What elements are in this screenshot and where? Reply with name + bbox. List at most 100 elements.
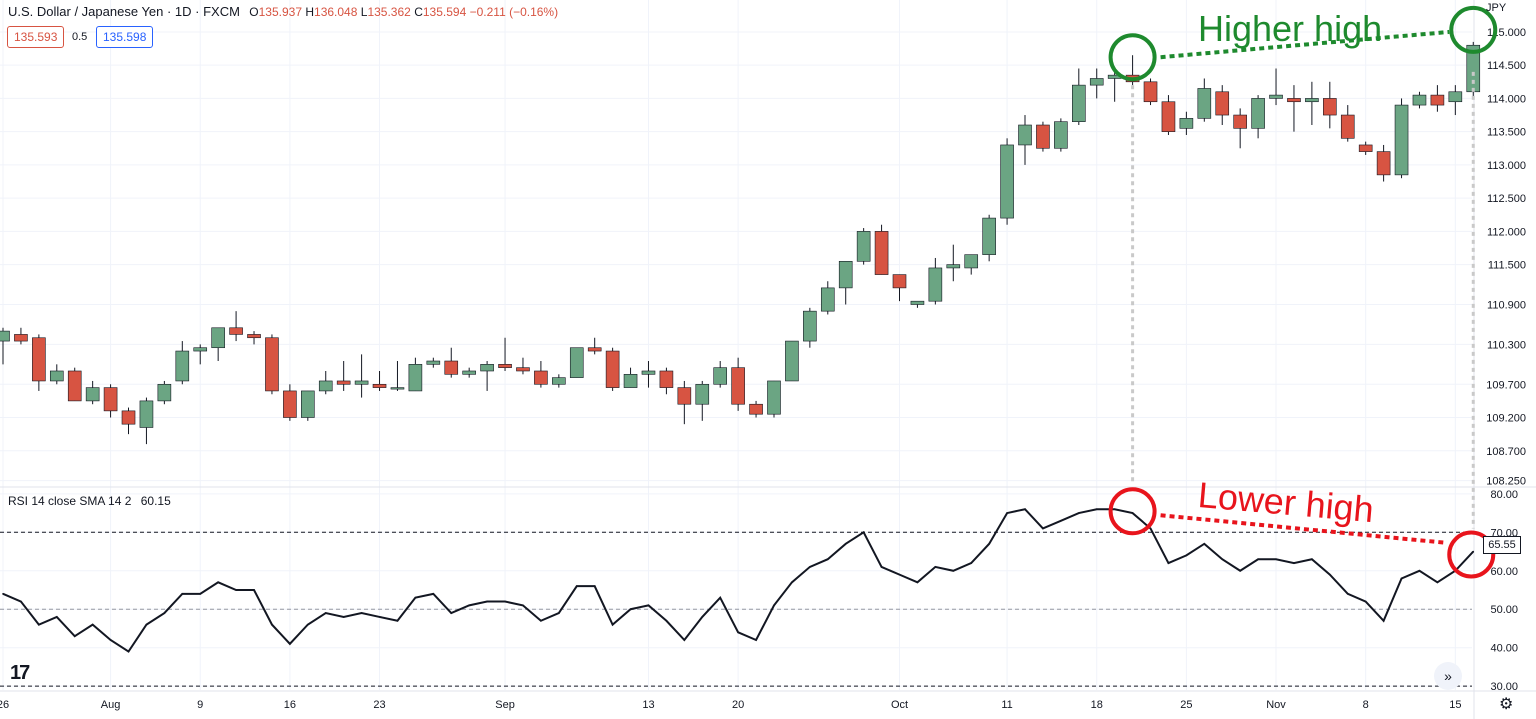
candle-down [587,347,602,352]
rsi-point [145,623,148,626]
candle-up [462,370,476,375]
rsi-tick-label: 60.00 [1490,566,1518,578]
candle-up [1179,118,1194,129]
candle-up [713,367,728,385]
currency-label[interactable]: JPY [1486,2,1507,14]
rsi-point [593,585,596,587]
rsi-point [862,531,865,534]
rsi-value: 60.15 [140,494,171,508]
rsi-point [880,566,883,568]
rsi-tick-label: 30.00 [1490,681,1518,693]
rsi-point [1364,600,1367,603]
candle-down [121,410,136,425]
candle-up [1305,98,1319,103]
rsi-point [1329,573,1331,576]
x-tick-label: 15 [1449,699,1461,711]
candle-up [49,370,64,382]
price-tick-label: 111.500 [1488,260,1526,272]
candle-up [85,387,100,402]
close-value: 135.594 [422,5,467,19]
higher-high-circle-2 [1449,5,1498,54]
rsi-point [916,581,919,584]
high-value: 136.048 [314,5,358,19]
rsi-point [1293,562,1295,564]
candle-up [982,217,996,255]
rsi-point [289,643,291,645]
rsi-point [199,593,202,595]
rsi-legend[interactable]: RSI 14 close SMA 14 2 60.15 [8,494,171,508]
rsi-point [38,623,40,626]
x-tick-label: 8 [1363,699,1369,711]
rsi-point [611,623,614,626]
rsi-last-value-badge: 65.55 [1483,536,1521,554]
low-value: 135.362 [367,5,411,19]
rsi-tick-label: 40.00 [1490,643,1518,655]
rsi-point [1311,558,1313,561]
x-tick-label: Nov [1266,699,1286,711]
rsi-point [1095,508,1098,511]
rsi-title: RSI 14 close SMA 14 2 [8,494,132,508]
change-value: −0.211 (−0.16%) [469,5,559,19]
candle-up [175,350,190,382]
sell-button[interactable]: 135.593 [7,26,65,48]
rsi-point [737,631,739,634]
candle-up [1251,98,1265,129]
rsi-point [701,616,704,618]
rsi-point [522,604,524,607]
candle-up [139,400,154,428]
rsi-point [378,616,381,618]
x-tick-label: Aug [101,699,121,711]
gear-icon[interactable]: ⚙ [1499,696,1514,713]
x-tick-label: 16 [284,699,296,711]
candle-down [731,367,745,405]
lower-high-circle-1 [1108,487,1157,536]
rsi-point [504,600,506,603]
rsi-tick-label: 80.00 [1490,489,1518,501]
price-tick-label: 114.500 [1487,60,1526,72]
rsi-point [307,623,309,626]
x-tick-label: 20 [732,699,744,711]
rsi-point [360,612,363,614]
symbol-legend[interactable]: U.S. Dollar / Japanese Yen · 1D · FXCM O… [8,4,558,19]
rsi-point [952,569,955,572]
candle-up [928,267,943,302]
candle-up [803,310,817,342]
spread-value: 0.5 [72,31,88,43]
rsi-point [235,589,237,591]
rsi-point [665,619,668,622]
candle-down [659,370,674,388]
rsi-point [558,612,560,614]
candle-down [1376,151,1391,176]
candle-down [498,364,512,368]
candle-up [0,330,10,342]
candle-down [1358,144,1373,152]
rsi-point [342,616,345,618]
tradingview-logo-icon[interactable]: 17 [10,662,30,684]
rsi-point [809,566,811,568]
high-label: H [305,5,315,19]
price-tick-label: 109.700 [1486,379,1526,391]
x-tick-label: 25 [1180,699,1192,711]
candle-down [1233,114,1247,129]
rsi-point [1167,562,1170,564]
candle-up [641,370,656,375]
candle-down [444,360,459,375]
buy-button[interactable]: 135.598 [96,26,154,48]
rsi-point [1078,512,1080,514]
rsi-point [1006,512,1008,514]
candle-up [910,300,925,305]
price-tick-label: 110.300 [1487,339,1526,351]
candle-up [1072,84,1086,122]
rsi-point [1472,550,1475,553]
rsi-point [1113,508,1116,511]
scroll-to-latest-icon[interactable]: » [1434,662,1462,690]
rsi-point [844,543,847,545]
candle-down [372,383,387,388]
rsi-point [575,585,578,587]
rsi-point [2,593,4,595]
rsi-point [1024,508,1026,511]
x-tick-label: Oct [891,699,908,711]
higher-high-trendline [1160,29,1450,60]
rsi-point [217,581,219,584]
candle-up [193,347,208,352]
